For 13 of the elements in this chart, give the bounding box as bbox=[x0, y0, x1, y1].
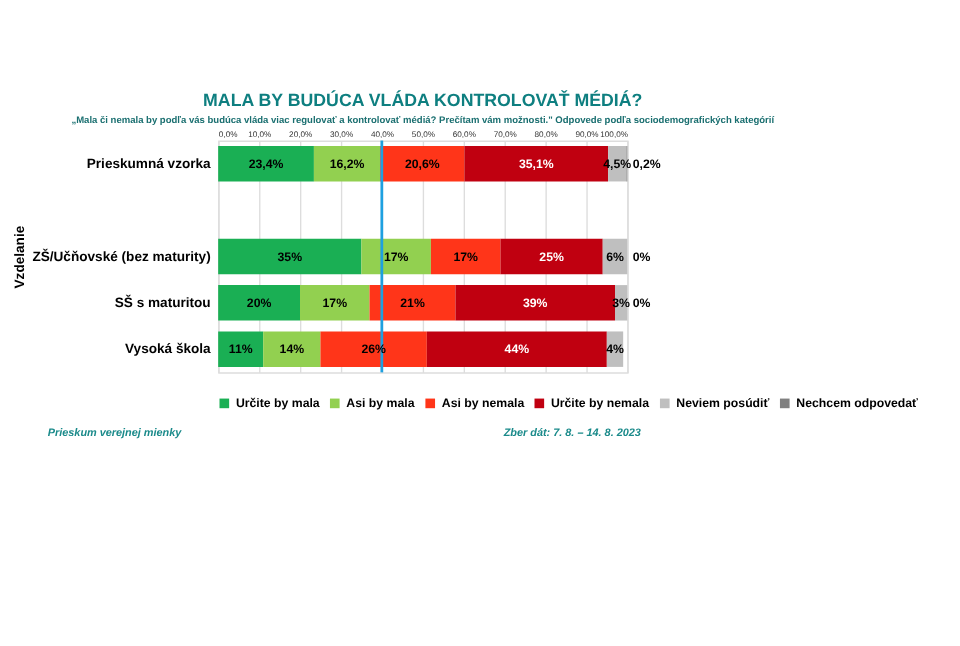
bar bbox=[218, 238, 362, 275]
bar bbox=[426, 331, 607, 367]
bar bbox=[218, 285, 300, 321]
bar bbox=[430, 238, 501, 275]
chart-title: MALA BY BUDÚCA VLÁDA KONTROLOVAŤ MÉDIÁ? bbox=[203, 90, 643, 111]
bar bbox=[218, 146, 314, 182]
bar bbox=[218, 331, 264, 367]
bar bbox=[263, 331, 321, 367]
bar bbox=[500, 238, 603, 275]
bar bbox=[455, 285, 615, 321]
bar bbox=[320, 331, 427, 367]
bar bbox=[300, 285, 370, 321]
bar bbox=[369, 285, 456, 321]
